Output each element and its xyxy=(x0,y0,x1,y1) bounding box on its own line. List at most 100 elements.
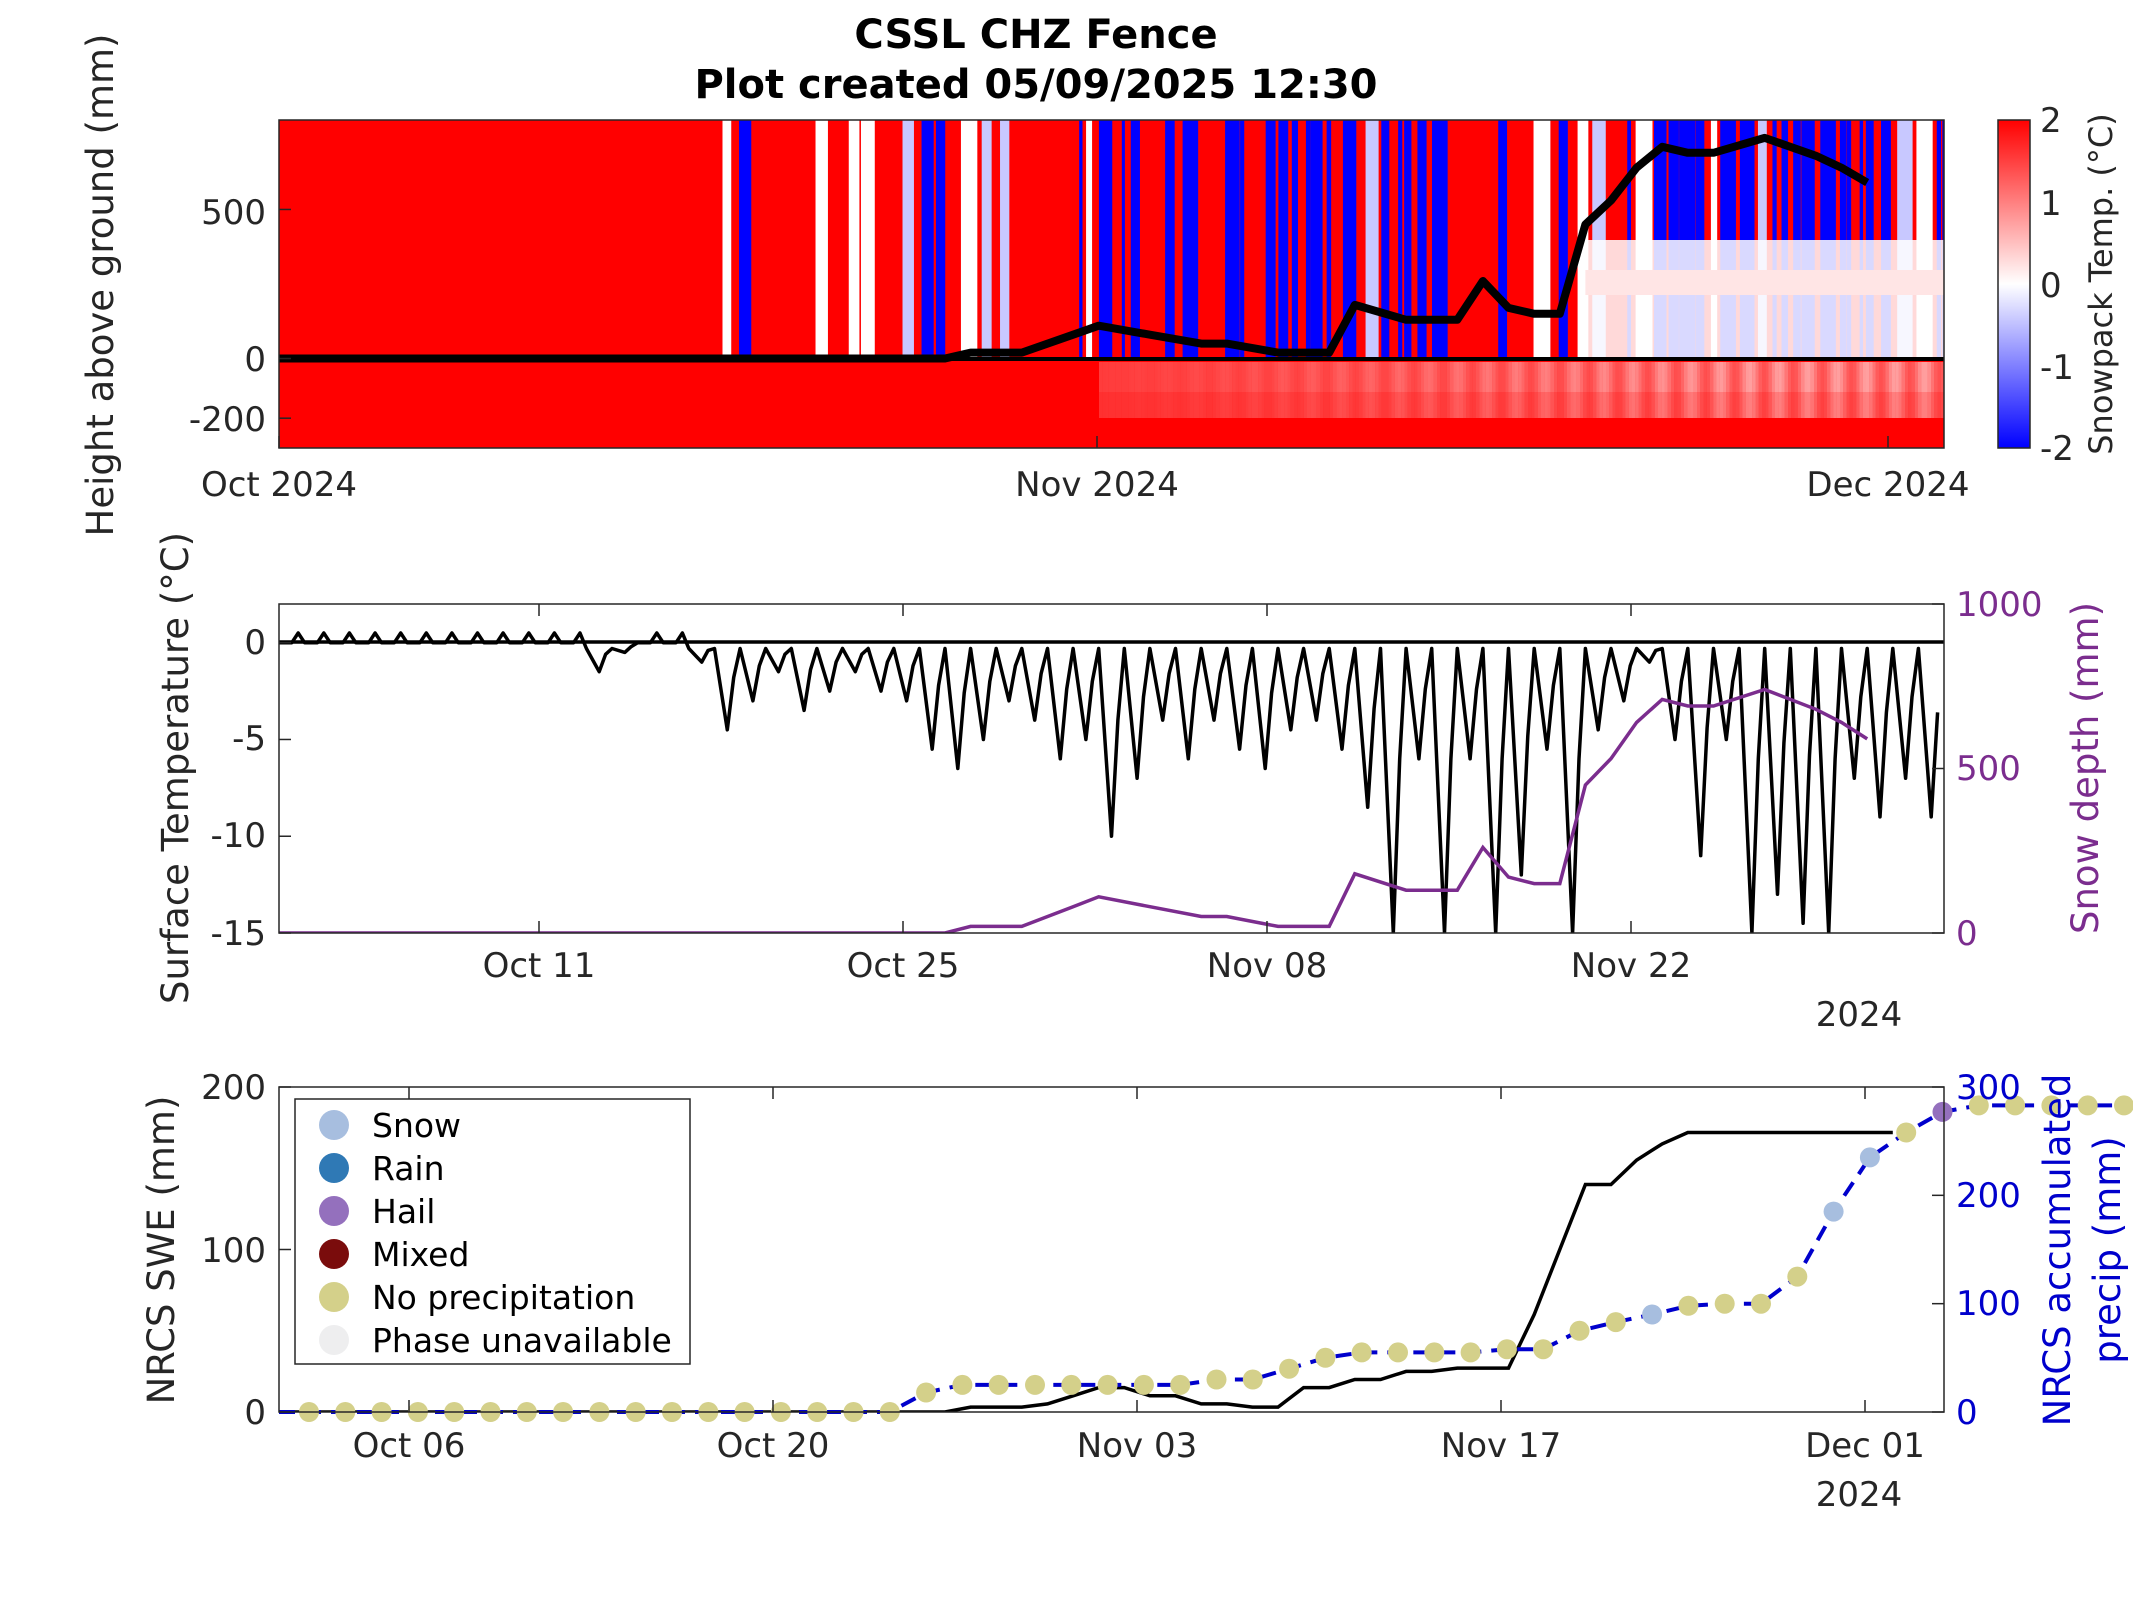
heatmap-cell xyxy=(1349,392,1353,418)
heatmap-cell xyxy=(1196,362,1200,392)
heatmap-cell xyxy=(1671,362,1675,392)
heatmap-cell xyxy=(1697,362,1701,392)
heatmap-cell xyxy=(1820,392,1824,418)
heatmap-cell xyxy=(1596,392,1600,418)
snow-depth-overlay-line xyxy=(279,133,1870,363)
heatmap-cell xyxy=(1268,392,1272,418)
heatmap-cell xyxy=(1836,392,1841,418)
heatmap-cell xyxy=(1612,392,1616,418)
heatmap-cell xyxy=(1271,362,1275,392)
heatmap-cell xyxy=(1154,362,1158,392)
heatmap-cell xyxy=(1849,362,1854,392)
heatmap-cell xyxy=(1297,392,1301,418)
heatmap-cell xyxy=(1307,362,1311,392)
heatmap-cell xyxy=(1359,362,1363,392)
heatmap-cell xyxy=(1508,362,1512,392)
heatmap-cell xyxy=(1482,392,1486,418)
heatmap-cell xyxy=(1131,392,1135,418)
heatmap-cell xyxy=(1112,362,1116,392)
heatmap-cell xyxy=(1203,362,1207,392)
heatmap-cell xyxy=(1793,120,1801,358)
heatmap-cell xyxy=(1300,392,1304,418)
heatmap-cell xyxy=(1336,392,1340,418)
surface-temperature-line xyxy=(279,631,1940,933)
heatmap-cell xyxy=(1160,392,1165,418)
heatmap-cell xyxy=(1446,392,1451,418)
heatmap-cell xyxy=(1472,392,1477,418)
panel-nrcs-swe: 200 100 0 300 200 100 0 Oct 06 Oct 20 No… xyxy=(140,1068,2133,1515)
legend-label-mixed: Mixed xyxy=(372,1235,469,1274)
heatmap-cell xyxy=(1450,362,1454,392)
precip-point xyxy=(1424,1342,1445,1363)
precip-point xyxy=(1460,1342,1481,1363)
heatmap-cell xyxy=(1118,392,1122,418)
heatmap-cell xyxy=(1794,392,1798,418)
heatmap-cell xyxy=(1401,362,1405,392)
heatmap-cell xyxy=(935,120,946,358)
precip-point xyxy=(1170,1374,1191,1395)
heatmap-cell xyxy=(848,120,860,358)
heatmap-cell xyxy=(1186,362,1191,392)
heatmap-cell xyxy=(1329,392,1334,418)
heatmap-cell xyxy=(1463,362,1467,392)
heatmap-cell xyxy=(1128,362,1132,392)
p1-xtick-nov: Nov 2024 xyxy=(1015,465,1179,505)
p2-ytick-right-500: 500 xyxy=(1956,749,2021,789)
heatmap-cell xyxy=(1781,120,1789,358)
heatmap-cell xyxy=(1901,362,1906,392)
heatmap-cell xyxy=(1839,120,1847,358)
heatmap-cell xyxy=(1498,392,1503,418)
cbar-tick-0: 0 xyxy=(2040,266,2062,306)
legend-box xyxy=(294,1098,691,1365)
heatmap-cell xyxy=(1147,392,1152,418)
heatmap-cell xyxy=(1170,392,1174,418)
heatmap-cell xyxy=(1726,392,1730,418)
heatmap-cell xyxy=(1203,392,1207,418)
cbar-tick-neg2: -2 xyxy=(2040,429,2074,469)
heatmap-cell xyxy=(1820,362,1824,392)
heatmap-cell xyxy=(1801,362,1805,392)
heatmap-cell xyxy=(1515,362,1519,392)
heatmap-cell xyxy=(1424,392,1428,418)
heatmap-cell xyxy=(1934,362,1938,392)
heatmap-cell xyxy=(1505,362,1509,392)
heatmap-cell xyxy=(1268,362,1272,392)
heatmap-cell xyxy=(1940,362,1944,392)
precip-point xyxy=(1787,1266,1808,1287)
heatmap-cell xyxy=(1430,392,1434,418)
heatmap-cell xyxy=(1313,362,1317,392)
heatmap-cell xyxy=(1788,362,1792,392)
p3-year-label: 2024 xyxy=(1816,1475,1903,1515)
heatmap-cell xyxy=(1411,392,1415,418)
heatmap-cell xyxy=(1817,392,1821,418)
heatmap-cell-near-zero xyxy=(1585,270,1944,295)
heatmap-cell xyxy=(1352,392,1356,418)
heatmap-cell xyxy=(1927,392,1932,418)
cbar-tick-1: 1 xyxy=(2040,184,2062,224)
heatmap-cell xyxy=(1635,392,1639,418)
heatmap-cell xyxy=(1849,392,1854,418)
heatmap-cell xyxy=(1433,392,1438,418)
panel3-ticks xyxy=(279,1086,1944,1413)
heatmap-cell xyxy=(1154,392,1158,418)
heatmap-cell xyxy=(1443,392,1447,418)
heatmap-cell xyxy=(1593,392,1597,418)
heatmap-cell xyxy=(1180,362,1184,392)
heatmap-cell xyxy=(1719,392,1724,418)
heatmap-cell xyxy=(1212,392,1217,418)
heatmap-cell xyxy=(1225,362,1230,392)
heatmap-cell xyxy=(1420,362,1425,392)
heatmap-cell xyxy=(1866,392,1870,418)
legend-marker-snow xyxy=(319,1110,349,1140)
heatmap-cell xyxy=(1648,392,1652,418)
heatmap-cell xyxy=(1875,362,1880,392)
heatmap-cell xyxy=(1427,392,1431,418)
heatmap-cell xyxy=(1710,392,1714,418)
heatmap-cell xyxy=(1489,392,1493,418)
heatmap-cell xyxy=(1284,362,1288,392)
heatmap-cell xyxy=(1165,120,1175,358)
heatmap-cell xyxy=(1316,362,1321,392)
heatmap-cell xyxy=(1099,362,1103,392)
heatmap-cell xyxy=(1872,362,1876,392)
heatmap-cell xyxy=(1580,362,1584,392)
